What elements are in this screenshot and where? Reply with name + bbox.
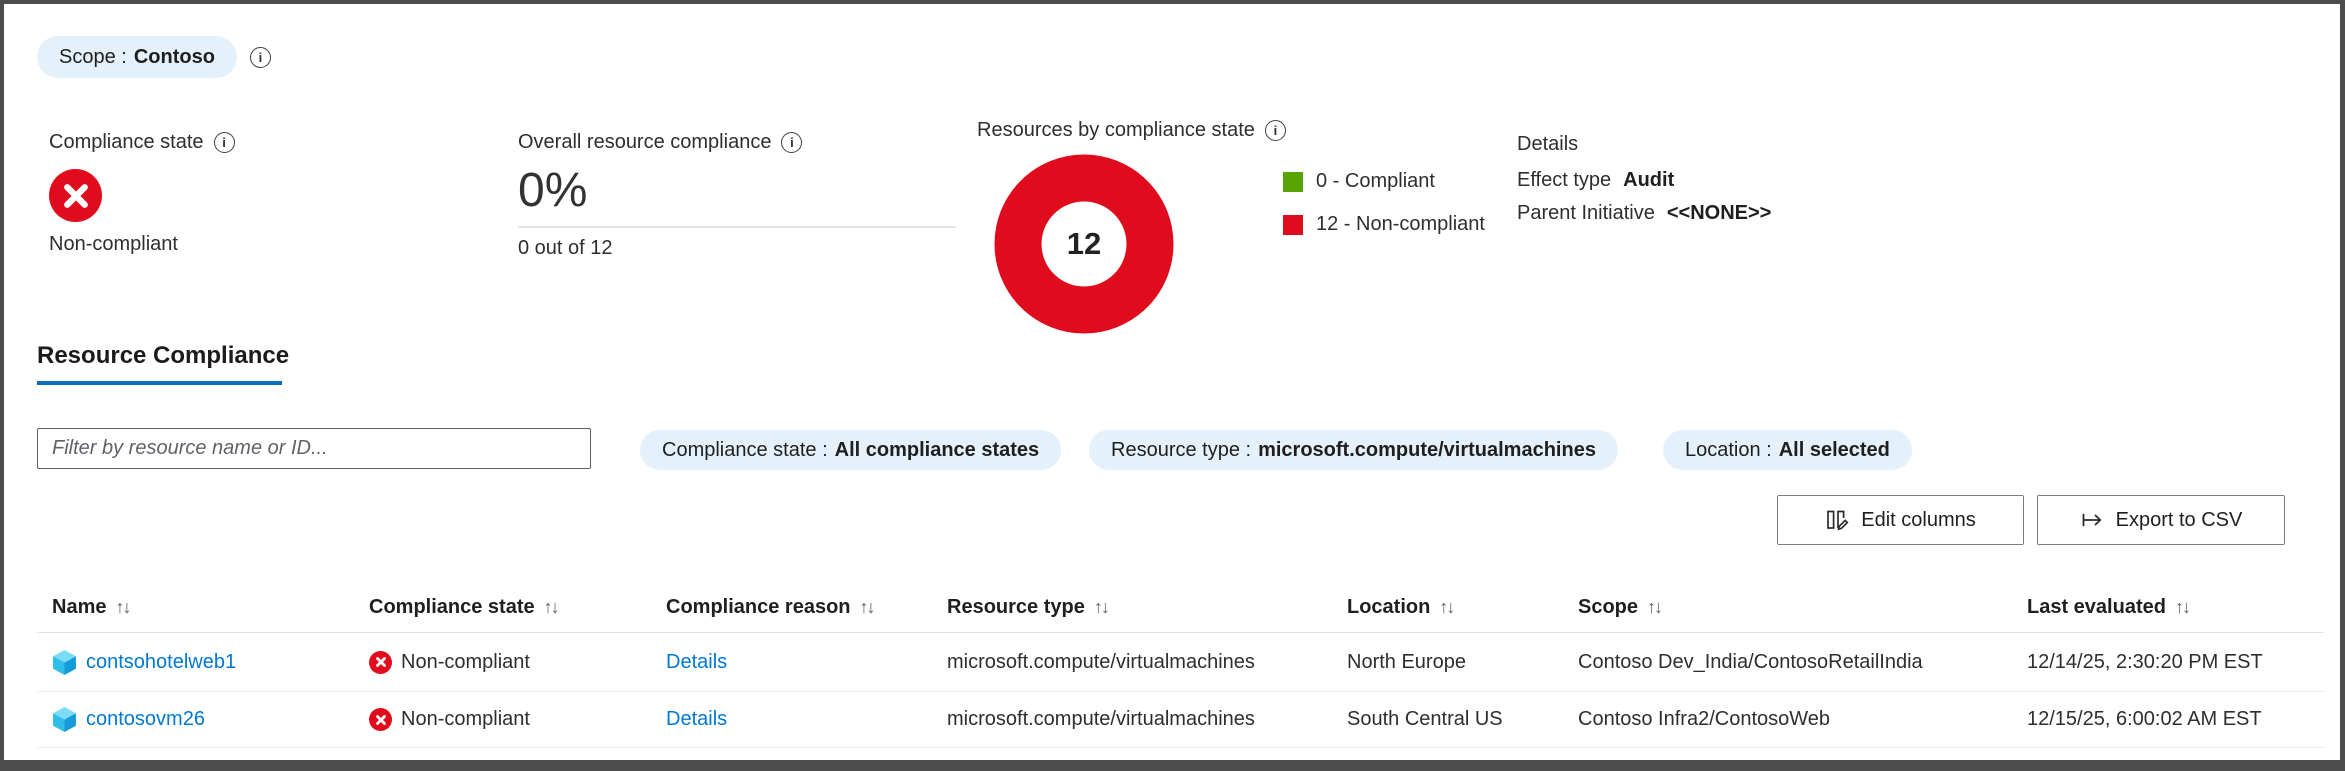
- compliance-state-section: Compliance state i Non-compliant: [49, 131, 235, 256]
- sort-icon: ↑↓: [115, 597, 131, 617]
- overall-compliance-fraction: 0 out of 12: [518, 237, 613, 259]
- parent-initiative-value: <<NONE>>: [1666, 202, 1772, 224]
- info-icon[interactable]: i: [1264, 120, 1286, 141]
- info-icon[interactable]: i: [249, 46, 271, 68]
- filter-pill-location[interactable]: Location : All selected: [1663, 430, 1912, 470]
- column-header-compliance-reason[interactable]: Compliance reason ↑↓: [666, 596, 876, 618]
- resource-filter-input[interactable]: [37, 428, 591, 469]
- filter-pill-value: All compliance states: [834, 438, 1040, 461]
- scope-value: Contoso Dev_India/ContosoRetailIndia: [1578, 650, 1923, 673]
- filter-pill-value: All selected: [1778, 438, 1890, 461]
- virtual-machine-icon: [53, 707, 76, 732]
- sort-icon: ↑↓: [859, 597, 876, 617]
- column-header-location[interactable]: Location ↑↓: [1347, 596, 1455, 618]
- resource-name-link[interactable]: contsohotelweb1: [86, 650, 237, 673]
- effect-type-label: Effect type: [1517, 169, 1612, 191]
- location-value: South Central US: [1347, 708, 1503, 730]
- details-section: Details Effect type Audit Parent Initiat…: [1517, 133, 1771, 225]
- column-header-resource-type[interactable]: Resource type ↑↓: [947, 596, 1110, 618]
- info-icon[interactable]: i: [781, 132, 803, 153]
- filter-pill-label: Compliance state :: [662, 438, 828, 461]
- column-header-last-evaluated[interactable]: Last evaluated ↑↓: [2027, 596, 2191, 618]
- export-to-csv-button[interactable]: Export to CSV: [2037, 495, 2285, 545]
- resource-compliance-table: Name ↑↓ Compliance state ↑↓ Compliance rea…: [37, 583, 2324, 748]
- filter-pill-resource-type[interactable]: Resource type : microsoft.compute/virtua…: [1089, 430, 1618, 470]
- resources-by-state-title: Resources by compliance state: [977, 119, 1255, 141]
- sort-icon: ↑↓: [1439, 597, 1455, 617]
- filter-pill-label: Resource type :: [1111, 438, 1252, 461]
- scope-pill-value: Contoso: [133, 45, 215, 68]
- compliance-state-value: Non-compliant: [49, 233, 178, 255]
- legend-item-compliant: 0 - Compliant: [1283, 170, 1435, 193]
- column-header-scope[interactable]: Scope ↑↓: [1578, 596, 1663, 618]
- parent-initiative-label: Parent Initiative: [1517, 202, 1655, 224]
- table-row: contosovm26 Non-compliant Details micros…: [37, 692, 2324, 748]
- compliance-progress-bar: [518, 226, 956, 228]
- info-icon[interactable]: i: [213, 132, 235, 153]
- sort-icon: ↑↓: [2174, 597, 2191, 617]
- tab-resource-compliance-label: Resource Compliance: [37, 342, 290, 369]
- compliance-reason-details-link[interactable]: Details: [666, 708, 728, 730]
- export-to-csv-label: Export to CSV: [2115, 508, 2243, 531]
- filter-pill-value: microsoft.compute/virtualmachines: [1258, 438, 1596, 461]
- scope-filter-pill[interactable]: Scope : Contoso: [37, 36, 237, 78]
- scope-value: Contoso Infra2/ContosoWeb: [1578, 708, 1831, 730]
- compliance-reason-details-link[interactable]: Details: [666, 650, 728, 673]
- resource-type-value: microsoft.compute/virtualmachines: [947, 708, 1255, 730]
- compliance-donut-chart[interactable]: [994, 154, 1174, 334]
- non-compliant-icon: [369, 708, 392, 731]
- scope-row: Scope : Contoso i: [37, 36, 271, 78]
- virtual-machine-icon: [53, 649, 76, 675]
- overall-compliance-percent: 0%: [518, 164, 588, 217]
- non-compliant-icon: [49, 169, 102, 222]
- compliance-state-title: Compliance state: [49, 131, 204, 153]
- legend-item-non-compliant: 12 - Non-compliant: [1283, 213, 1485, 236]
- resources-by-state-section: Resources by compliance state i: [977, 119, 1286, 142]
- export-icon: [2082, 513, 2101, 527]
- sort-icon: ↑↓: [1647, 597, 1663, 617]
- sort-icon: ↑↓: [543, 597, 560, 617]
- filter-pill-compliance-state[interactable]: Compliance state : All compliance states: [640, 430, 1062, 470]
- edit-columns-button[interactable]: Edit columns: [1777, 495, 2024, 545]
- non-compliant-icon: [369, 650, 392, 674]
- tab-active-indicator: [37, 381, 282, 385]
- legend-label: 12 - Non-compliant: [1316, 213, 1485, 235]
- resource-name-link[interactable]: contosovm26: [86, 708, 205, 730]
- filter-pill-label: Location :: [1685, 438, 1772, 461]
- details-title: Details: [1517, 133, 1579, 155]
- last-evaluated-value: 12/15/25, 6:00:02 AM EST: [2027, 708, 2262, 730]
- column-header-compliance-state[interactable]: Compliance state ↑↓: [369, 596, 560, 618]
- column-header-name[interactable]: Name ↑↓: [52, 596, 131, 618]
- edit-columns-label: Edit columns: [1861, 508, 1976, 531]
- tab-resource-compliance[interactable]: Resource Compliance: [37, 342, 289, 385]
- resource-type-value: microsoft.compute/virtualmachines: [947, 650, 1255, 673]
- last-evaluated-value: 12/14/25, 2:30:20 PM EST: [2027, 650, 2263, 673]
- scope-pill-label: Scope :: [59, 45, 127, 68]
- compliance-state-value: Non-compliant: [401, 650, 530, 673]
- table-header-row: Name ↑↓ Compliance state ↑↓ Compliance rea…: [37, 583, 2324, 633]
- location-value: North Europe: [1347, 650, 1466, 673]
- overall-compliance-section: Overall resource compliance i 0% 0 out o…: [518, 131, 956, 260]
- effect-type-value: Audit: [1623, 169, 1675, 191]
- compliance-state-value: Non-compliant: [401, 708, 530, 730]
- legend-label: 0 - Compliant: [1316, 170, 1435, 192]
- compliant-swatch-icon: [1283, 171, 1303, 192]
- sort-icon: ↑↓: [1093, 597, 1110, 617]
- overall-compliance-title: Overall resource compliance: [518, 131, 772, 153]
- table-row: contsohotelweb1 Non-compliant Details mi…: [37, 633, 2324, 692]
- edit-columns-icon: [1827, 510, 1849, 531]
- non-compliant-swatch-icon: [1283, 214, 1303, 235]
